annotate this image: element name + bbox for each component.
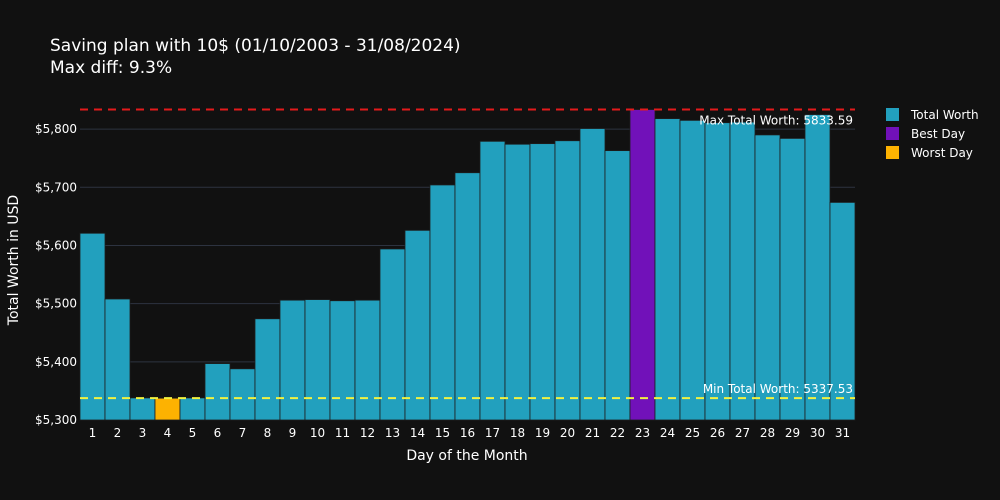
bar-day-30[interactable]: [804, 114, 831, 421]
x-tick-label: 21: [585, 426, 600, 440]
bar-day-12[interactable]: [354, 299, 381, 421]
bar-day-9[interactable]: [279, 299, 306, 421]
x-tick-label: 25: [685, 426, 700, 440]
x-tick-label: 6: [214, 426, 222, 440]
bar-day-20[interactable]: [554, 140, 581, 421]
y-tick-label: $5,600: [35, 238, 77, 252]
bar-day-8[interactable]: [254, 318, 281, 421]
chart-subtitle: Max diff: 9.3%: [50, 58, 172, 78]
x-tick-label: 19: [535, 426, 550, 440]
bar-day-6[interactable]: [204, 363, 231, 421]
bar-day-5[interactable]: [179, 397, 206, 421]
x-tick-label: 24: [660, 426, 675, 440]
legend-swatch-worst-day[interactable]: [886, 146, 899, 159]
y-tick-label: $5,500: [35, 297, 77, 311]
bar-day-11[interactable]: [329, 300, 356, 421]
x-tick-label: 30: [810, 426, 825, 440]
x-tick-label: 10: [310, 426, 325, 440]
x-tick-label: 5: [189, 426, 197, 440]
x-axis-title: Day of the Month: [406, 448, 527, 464]
legend-swatch-best-day[interactable]: [886, 127, 899, 140]
legend-label-worst-day[interactable]: Worst Day: [911, 146, 973, 160]
bar-day-25[interactable]: [679, 119, 706, 421]
legend[interactable]: Total Worth Best Day Worst Day: [886, 108, 979, 160]
bar-day-18[interactable]: [504, 143, 531, 421]
bars: [79, 109, 856, 421]
x-tick-label: 17: [485, 426, 500, 440]
bar-day-16[interactable]: [454, 172, 481, 421]
bar-day-14[interactable]: [404, 229, 431, 421]
reference-lines: Max Total Worth: 5833.59 Min Total Worth:…: [80, 108, 855, 400]
bar-day-27[interactable]: [729, 121, 756, 421]
bar-day-22[interactable]: [604, 150, 631, 421]
x-tick-label: 27: [735, 426, 750, 440]
bar-day-17[interactable]: [479, 140, 506, 421]
legend-swatch-total-worth[interactable]: [886, 108, 899, 121]
x-tick-label: 4: [164, 426, 172, 440]
bar-day-28[interactable]: [754, 134, 781, 421]
x-tick-label: 18: [510, 426, 525, 440]
y-axis-ticks: $5,300 $5,400 $5,500 $5,600 $5,700 $5,800: [35, 122, 77, 427]
y-tick-label: $5,800: [35, 122, 77, 136]
x-tick-label: 12: [360, 426, 375, 440]
bar-day-31[interactable]: [829, 201, 856, 421]
bar-day-19[interactable]: [529, 143, 556, 421]
x-tick-label: 22: [610, 426, 625, 440]
x-axis-ticks: 1 2 3 4 5 6 7 8 9 10 11 12 13 14 15 16 17 18 19 20 21 22 23 24 2…: [89, 426, 850, 440]
y-tick-label: $5,400: [35, 355, 77, 369]
x-tick-label: 15: [435, 426, 450, 440]
x-tick-label: 7: [239, 426, 247, 440]
bar-day-24[interactable]: [654, 118, 681, 421]
bar-day-2[interactable]: [104, 298, 131, 421]
bar-day-15[interactable]: [429, 184, 456, 421]
legend-label-best-day[interactable]: Best Day: [911, 127, 965, 141]
y-tick-label: $5,300: [35, 413, 77, 427]
x-tick-label: 28: [760, 426, 775, 440]
legend-label-total-worth[interactable]: Total Worth: [910, 108, 979, 122]
bar-day-23[interactable]: [629, 109, 656, 421]
min-line-label: Min Total Worth: 5337.53: [703, 382, 853, 396]
x-tick-label: 14: [410, 426, 425, 440]
bar-day-1[interactable]: [79, 232, 106, 421]
bar-day-29[interactable]: [779, 137, 806, 421]
y-tick-label: $5,700: [35, 180, 77, 194]
bar-day-21[interactable]: [579, 128, 606, 421]
x-tick-label: 9: [289, 426, 297, 440]
x-tick-label: 8: [264, 426, 272, 440]
bar-day-7[interactable]: [229, 368, 256, 421]
chart-title: Saving plan with 10$ (01/10/2003 - 31/08…: [50, 36, 461, 56]
x-tick-label: 16: [460, 426, 475, 440]
x-tick-label: 31: [835, 426, 850, 440]
bar-day-4[interactable]: [154, 397, 181, 421]
x-tick-label: 23: [635, 426, 650, 440]
bar-day-10[interactable]: [304, 299, 331, 421]
x-tick-label: 2: [114, 426, 122, 440]
x-tick-label: 3: [139, 426, 147, 440]
x-tick-label: 26: [710, 426, 725, 440]
bar-day-26[interactable]: [704, 122, 731, 421]
max-line-label: Max Total Worth: 5833.59: [699, 114, 853, 128]
bar-day-3[interactable]: [129, 397, 156, 421]
x-tick-label: 1: [89, 426, 97, 440]
x-tick-label: 29: [785, 426, 800, 440]
y-axis-title: Total Worth in USD: [6, 195, 22, 326]
x-tick-label: 11: [335, 426, 350, 440]
x-tick-label: 20: [560, 426, 575, 440]
x-tick-label: 13: [385, 426, 400, 440]
bar-day-13[interactable]: [379, 248, 406, 421]
